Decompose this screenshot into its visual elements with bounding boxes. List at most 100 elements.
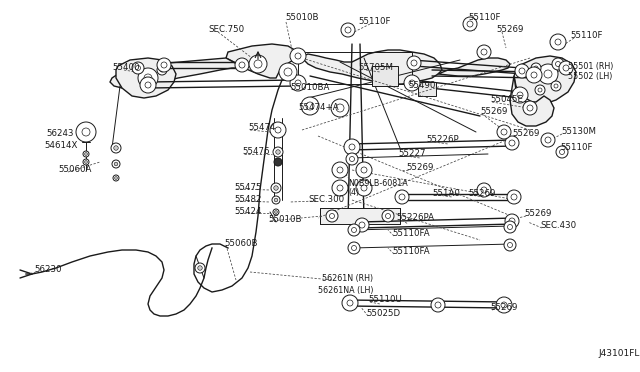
Circle shape: [512, 87, 528, 103]
Circle shape: [144, 74, 152, 82]
Circle shape: [332, 162, 348, 178]
Circle shape: [274, 186, 278, 190]
Text: 55010B: 55010B: [285, 13, 319, 22]
Circle shape: [84, 153, 87, 155]
Circle shape: [342, 295, 358, 311]
Circle shape: [385, 214, 390, 218]
Text: 551A0: 551A0: [432, 189, 460, 198]
Circle shape: [138, 68, 158, 88]
Circle shape: [279, 63, 297, 81]
Circle shape: [337, 167, 343, 173]
Polygon shape: [510, 76, 554, 126]
Circle shape: [361, 185, 367, 191]
Text: 55060B: 55060B: [224, 238, 257, 247]
Circle shape: [477, 45, 491, 59]
Text: 55476: 55476: [242, 148, 269, 157]
Circle shape: [349, 144, 355, 150]
Circle shape: [160, 68, 164, 72]
Circle shape: [356, 180, 372, 196]
Circle shape: [331, 99, 349, 117]
Circle shape: [351, 246, 356, 250]
Circle shape: [463, 17, 477, 31]
Text: 55490: 55490: [408, 81, 435, 90]
Text: 55226P: 55226P: [426, 135, 459, 144]
Circle shape: [84, 161, 87, 163]
Circle shape: [517, 92, 523, 98]
Circle shape: [563, 65, 569, 71]
Circle shape: [559, 61, 573, 75]
Circle shape: [274, 198, 278, 202]
Circle shape: [195, 263, 205, 273]
Circle shape: [249, 55, 267, 73]
Circle shape: [508, 243, 513, 247]
Circle shape: [341, 23, 355, 37]
Circle shape: [140, 77, 156, 93]
Circle shape: [556, 146, 568, 158]
Circle shape: [481, 49, 487, 55]
Text: 55226PA: 55226PA: [396, 214, 434, 222]
Text: 55269: 55269: [490, 304, 517, 312]
Text: SEC.430: SEC.430: [540, 221, 576, 231]
Text: 55110F: 55110F: [468, 13, 500, 22]
Circle shape: [295, 80, 301, 86]
Polygon shape: [514, 56, 576, 104]
Circle shape: [290, 48, 306, 64]
Text: 55269: 55269: [496, 26, 524, 35]
Circle shape: [497, 125, 511, 139]
Circle shape: [273, 209, 279, 215]
Circle shape: [505, 214, 519, 228]
Circle shape: [284, 68, 292, 76]
Circle shape: [501, 129, 507, 135]
Circle shape: [504, 239, 516, 251]
Circle shape: [114, 146, 118, 150]
Circle shape: [534, 66, 538, 70]
Circle shape: [348, 242, 360, 254]
Circle shape: [555, 39, 561, 45]
Circle shape: [511, 194, 517, 200]
Circle shape: [326, 210, 338, 222]
Circle shape: [336, 104, 344, 112]
Text: 55110FA: 55110FA: [392, 247, 429, 257]
Circle shape: [347, 300, 353, 306]
Text: 55110F: 55110F: [570, 32, 602, 41]
Circle shape: [276, 150, 280, 154]
Circle shape: [507, 190, 521, 204]
Circle shape: [509, 140, 515, 146]
Circle shape: [356, 162, 372, 178]
Text: 55269: 55269: [524, 209, 552, 218]
Circle shape: [332, 180, 348, 196]
Text: 55010BA: 55010BA: [290, 83, 330, 93]
Circle shape: [355, 218, 369, 232]
Text: 55474: 55474: [248, 124, 275, 132]
Circle shape: [527, 105, 533, 111]
Circle shape: [157, 58, 171, 72]
Text: 55269: 55269: [406, 164, 433, 173]
Circle shape: [382, 210, 394, 222]
Circle shape: [504, 221, 516, 233]
Circle shape: [554, 84, 558, 88]
Circle shape: [301, 97, 319, 115]
Circle shape: [508, 224, 513, 230]
Text: 55269: 55269: [512, 129, 540, 138]
Circle shape: [559, 150, 564, 154]
Circle shape: [239, 62, 245, 68]
Circle shape: [535, 85, 545, 95]
Circle shape: [132, 62, 144, 74]
Circle shape: [346, 153, 358, 165]
Text: 55482: 55482: [234, 195, 262, 203]
Text: (4): (4): [348, 189, 359, 198]
Text: 55269: 55269: [468, 189, 495, 198]
Circle shape: [345, 27, 351, 33]
Circle shape: [552, 58, 564, 70]
Circle shape: [157, 65, 167, 75]
Text: 55400: 55400: [112, 64, 140, 73]
Circle shape: [114, 162, 118, 166]
Circle shape: [435, 302, 441, 308]
Circle shape: [519, 68, 525, 74]
Circle shape: [306, 102, 314, 110]
Circle shape: [538, 88, 542, 92]
Text: 55010B: 55010B: [268, 215, 301, 224]
Text: 55501 (RH): 55501 (RH): [568, 61, 613, 71]
Text: 55475: 55475: [234, 183, 262, 192]
Circle shape: [515, 64, 529, 78]
